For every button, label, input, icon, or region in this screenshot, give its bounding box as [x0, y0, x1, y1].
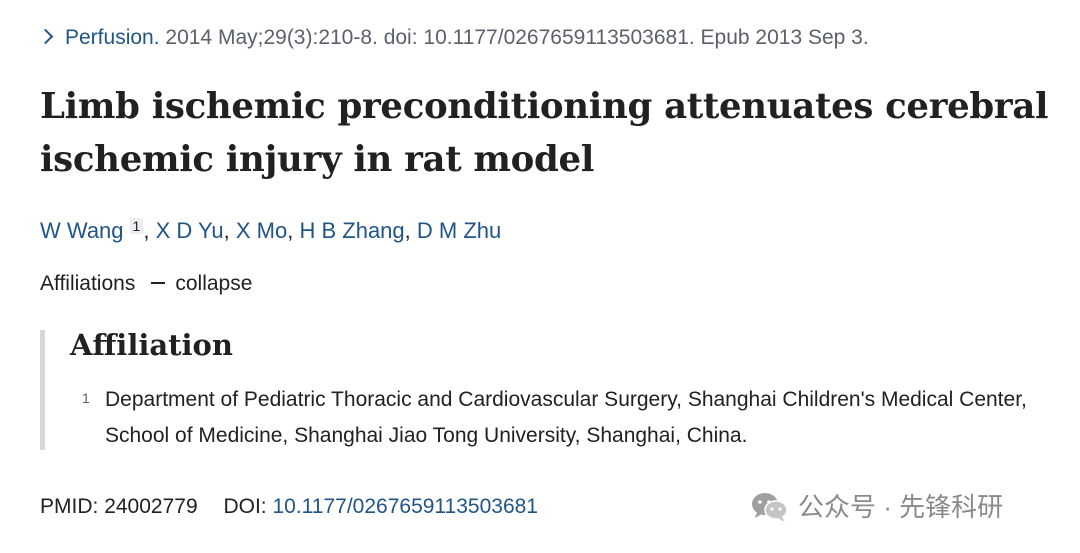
pmid-value: 24002779	[104, 495, 198, 518]
affiliation-panel: Affiliation 1 Department of Pediatric Th…	[40, 328, 1065, 450]
chevron-right-icon[interactable]	[37, 28, 54, 45]
author-separator: ,	[287, 218, 300, 243]
affiliations-toggle[interactable]: Affiliations collapse	[40, 269, 252, 299]
author-link[interactable]: D M Zhu	[416, 218, 502, 243]
identifiers-line: PMID: 24002779 DOI: 10.1177/026765911350…	[40, 492, 538, 522]
author-link[interactable]: H B Zhang	[299, 218, 405, 243]
journal-link[interactable]: Perfusion.	[65, 26, 160, 49]
affiliations-label: Affiliations	[40, 272, 136, 295]
author-separator: ,	[223, 218, 236, 243]
watermark-text: 公众号 · 先锋科研	[798, 492, 1004, 522]
affiliation-text: Department of Pediatric Thoracic and Car…	[105, 388, 1027, 447]
wechat-icon	[752, 493, 788, 522]
minus-icon	[151, 282, 166, 285]
doi-label: DOI:	[223, 495, 267, 518]
watermark: 公众号 · 先锋科研	[750, 489, 1003, 525]
article-title: Limb ischemic preconditioning attenuates…	[40, 86, 1049, 180]
author-link[interactable]: X D Yu	[155, 218, 224, 243]
affiliation-number: 1	[82, 390, 90, 406]
author-separator: ,	[404, 218, 417, 243]
citation-line: Perfusion. 2014 May;29(3):210-8. doi: 10…	[37, 24, 869, 52]
citation-details: 2014 May;29(3):210-8. doi: 10.1177/02676…	[159, 26, 869, 49]
author-separator: ,	[143, 218, 156, 243]
author-link[interactable]: X Mo	[235, 218, 288, 243]
author-list: W Wang 1, X D Yu, X Mo, H B Zhang, D M Zh…	[40, 216, 501, 246]
author-link[interactable]: W Wang	[40, 218, 124, 243]
pmid-label: PMID:	[40, 495, 99, 518]
affiliation-ref-badge[interactable]: 1	[129, 218, 144, 234]
affiliation-heading: Affiliation	[70, 328, 233, 362]
collapse-label: collapse	[175, 272, 253, 295]
doi-link[interactable]: 10.1177/0267659113503681	[272, 495, 538, 518]
